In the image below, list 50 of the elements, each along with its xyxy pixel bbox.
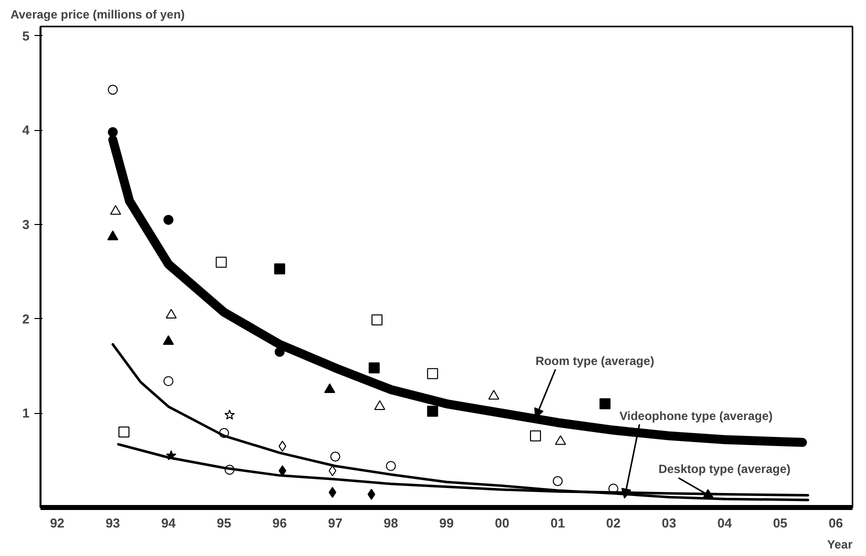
x-tick-label: 05 [772, 516, 788, 530]
point [107, 230, 118, 240]
point [110, 205, 122, 215]
y-tick-label: 1 [22, 406, 30, 421]
x-tick-label: 97 [328, 516, 343, 530]
point [166, 308, 177, 318]
point [324, 383, 336, 393]
x-tick-label: 94 [161, 516, 176, 530]
point [374, 400, 386, 410]
point [386, 461, 396, 471]
point [552, 476, 563, 486]
x-tick-label: 01 [550, 516, 565, 530]
x-tick-label: 96 [272, 516, 287, 530]
point [163, 376, 174, 386]
point [224, 410, 235, 420]
x-tick-label: 06 [828, 516, 844, 530]
point [488, 390, 500, 400]
x-tick-label: 99 [439, 516, 454, 530]
point [330, 452, 340, 462]
point [163, 214, 174, 225]
x-tick-label: 02 [606, 516, 621, 530]
x-tick-label: 92 [50, 516, 64, 530]
point [108, 84, 118, 95]
point [427, 406, 438, 417]
point [368, 362, 380, 374]
point [118, 426, 130, 438]
point [162, 335, 174, 345]
x-tick-label: 04 [717, 516, 733, 530]
x-tick-label: 98 [384, 516, 398, 530]
annotation: Desktop type (average) [658, 462, 791, 476]
x-tick-label: 00 [494, 516, 510, 530]
point [530, 430, 541, 442]
x-axis-title: Year [827, 538, 853, 552]
x-tick-label: 95 [216, 516, 232, 530]
annotation: Room type (average) [535, 354, 654, 368]
point [371, 314, 382, 326]
y-tick-label: 2 [22, 311, 30, 326]
y-tick-label: 5 [22, 28, 30, 44]
y-tick-label: 3 [22, 217, 30, 232]
y-axis-title: Average price (millions of yen) [10, 8, 185, 22]
x-tick-label: 03 [662, 516, 676, 530]
point [600, 398, 611, 410]
y-tick-label: 4 [22, 122, 30, 138]
point [427, 368, 438, 380]
point [216, 256, 227, 268]
point [274, 263, 286, 274]
x-tick-label: 93 [106, 516, 120, 530]
line-series [112, 343, 810, 502]
point [555, 435, 566, 445]
annotation: Videophone type (average) [619, 409, 773, 424]
